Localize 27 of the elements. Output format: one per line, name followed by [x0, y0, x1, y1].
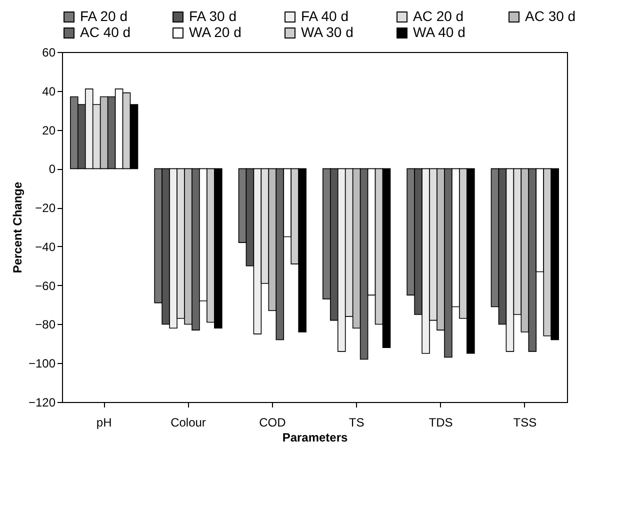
y-tick-label: −40 — [35, 240, 56, 254]
y-tick-label: −80 — [35, 318, 56, 332]
y-tick-label: 0 — [48, 162, 56, 176]
legend-label: AC 20 d — [413, 8, 464, 24]
y-tick-label: 60 — [42, 46, 56, 60]
x-tick-label: pH — [96, 416, 112, 430]
y-tick-label: −100 — [28, 356, 56, 371]
y-axis-title: Percent Change — [10, 181, 24, 274]
legend-label: AC 30 d — [525, 8, 576, 24]
y-tick-label: −120 — [28, 396, 56, 410]
x-tick-label: TDS — [428, 416, 453, 430]
y-tick-label: −60 — [35, 278, 56, 293]
x-tick-label: COD — [259, 416, 286, 430]
legend-label: WA 20 d — [189, 24, 242, 40]
legend-label: FA 30 d — [189, 8, 236, 24]
legend-label: WA 40 d — [413, 24, 466, 40]
x-axis-title: Parameters — [282, 430, 348, 444]
y-tick-label: 20 — [42, 123, 56, 138]
legend-label: WA 30 d — [301, 24, 354, 40]
x-tick-label: Colour — [170, 416, 206, 430]
legend-label: FA 40 d — [301, 8, 348, 24]
y-tick-label: 40 — [42, 84, 56, 98]
legend-label: FA 20 d — [80, 8, 128, 24]
x-tick-label: TSS — [513, 416, 537, 430]
x-tick-label: TS — [348, 416, 364, 430]
legend-label: AC 40 d — [80, 24, 131, 40]
y-tick-label: −20 — [35, 201, 56, 216]
